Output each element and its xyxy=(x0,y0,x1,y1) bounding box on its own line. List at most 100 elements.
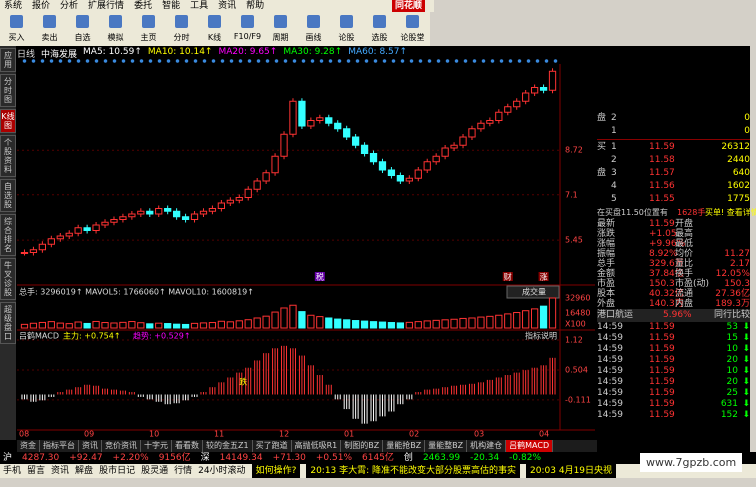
footer-item[interactable]: 留言 xyxy=(27,466,46,476)
x-label: 08 xyxy=(19,430,29,439)
news-item[interactable]: 如何操作? xyxy=(251,464,301,478)
news-item[interactable]: 20:03 4月19日央视 xyxy=(526,464,617,478)
volume-button: 成交量 xyxy=(522,287,546,297)
candle xyxy=(271,155,279,174)
tool-button[interactable]: 画线 xyxy=(297,12,330,46)
stat-row: 最新 11.59 开盘 xyxy=(597,219,750,229)
volume-bar xyxy=(450,318,458,329)
indicator-tab[interactable]: 看看数 xyxy=(172,440,203,452)
candle xyxy=(155,208,163,215)
indicator-tab[interactable]: 指标平台 xyxy=(40,440,79,452)
tool-button[interactable]: 分时 xyxy=(165,12,198,46)
tool-button[interactable]: 选股 xyxy=(363,12,396,46)
indicator-tab[interactable]: 吕鹤MACD xyxy=(506,440,554,452)
menu-item[interactable]: 系统 xyxy=(4,1,23,11)
news-item[interactable]: 20:13 李大霄: 降准不能改变大部分股票高估的事实 xyxy=(306,464,521,478)
tool-button[interactable]: 卖出 xyxy=(33,12,66,46)
candle xyxy=(217,202,226,209)
sector-change: 5.96% xyxy=(663,310,692,320)
marker-box xyxy=(314,272,325,281)
footer-item[interactable]: 股灵通 xyxy=(141,466,169,476)
trade-price: 11.59 xyxy=(649,355,675,365)
trade-row: 14:59 11.59 20 ⬇ xyxy=(597,355,750,366)
stat-row: 股本 40.32亿 流通 27.36亿 xyxy=(597,289,750,299)
stat-row: 振幅 8.92% 均价 11.27 xyxy=(597,249,750,259)
volume-bar xyxy=(378,321,387,329)
tool-button[interactable]: 周期 xyxy=(264,12,297,46)
volume-bar xyxy=(387,322,396,329)
footer-item[interactable]: 解盘 xyxy=(75,466,94,476)
menu-item[interactable]: 智能 xyxy=(162,1,181,11)
indicator-tab[interactable]: 竞价资讯 xyxy=(102,440,141,452)
volume-bar xyxy=(334,318,342,329)
indicator-tab[interactable]: 量能抢BZ xyxy=(383,440,426,452)
trade-volume: 10 xyxy=(726,344,738,354)
menu-item[interactable]: 资讯 xyxy=(218,1,237,11)
tool-button[interactable]: 模拟 xyxy=(99,12,132,46)
volume: 1602 xyxy=(727,181,750,191)
marker: 涨 xyxy=(540,272,548,282)
side-tab[interactable]: 个股资料 xyxy=(0,135,16,177)
tool-button[interactable]: 自选 xyxy=(66,12,99,46)
ma-label: MA60: 8.57↑ xyxy=(348,47,408,57)
menu-item[interactable]: 帮助 xyxy=(246,1,265,11)
candle xyxy=(199,210,208,215)
trade-row: 14:59 11.59 152 ⬇ xyxy=(597,410,750,421)
menu-item[interactable]: 委托 xyxy=(134,1,153,11)
indicator-tab[interactable]: 买了跑道 xyxy=(253,440,292,452)
footer-item[interactable]: 资讯 xyxy=(51,466,70,476)
side-tab[interactable]: 牛叉诊股 xyxy=(0,258,16,300)
tool-button[interactable]: F10/F9 xyxy=(231,12,264,46)
menu-item[interactable]: 报价 xyxy=(32,1,51,11)
side-tab[interactable]: 自选股 xyxy=(0,179,16,212)
tool-button[interactable]: 主页 xyxy=(132,12,165,46)
volume-bar xyxy=(253,317,261,329)
tool-button[interactable]: 买入 xyxy=(0,12,33,46)
menu-item[interactable]: 工具 xyxy=(190,1,209,11)
indicator-tab[interactable]: 资金 xyxy=(17,440,40,452)
indicator-tab[interactable]: 量能整BZ xyxy=(425,440,468,452)
footer-item[interactable]: 股市日记 xyxy=(99,466,136,476)
index-field: -20.34 xyxy=(470,453,500,463)
menu-item[interactable]: 分析 xyxy=(60,1,79,11)
side-tab[interactable]: K线图 xyxy=(0,109,16,133)
footer-item[interactable]: 24小时滚动 xyxy=(198,466,246,476)
candle xyxy=(172,210,181,218)
volume-bar xyxy=(56,322,64,329)
side-tab[interactable]: 应用 xyxy=(0,48,16,72)
trade-price: 11.59 xyxy=(649,333,675,343)
notice-link[interactable]: 买单! 查看详情 xyxy=(705,208,756,217)
indicator-tab[interactable]: 机构建仓 xyxy=(467,440,507,452)
menu-item[interactable]: 扩展行情 xyxy=(88,1,125,11)
candle xyxy=(38,243,47,251)
tool-button[interactable]: 论股 xyxy=(330,12,363,46)
volume-bar xyxy=(423,320,431,329)
trade-volume: 53 xyxy=(726,322,738,332)
side-tab[interactable]: 超级盘口 xyxy=(0,302,16,344)
volume-bar xyxy=(477,316,485,329)
indicator-tab[interactable]: 制图的BZ xyxy=(341,440,384,452)
price: 11.57 xyxy=(649,168,675,178)
indicator-tab[interactable]: 高抛低吸R1 xyxy=(292,440,342,452)
sector-link[interactable]: 同行比较 xyxy=(713,310,750,320)
index-field: +92.47 xyxy=(69,453,103,463)
candle xyxy=(128,213,136,218)
footer-item[interactable]: 行情 xyxy=(174,466,193,476)
stat-value: 8.92% xyxy=(649,249,678,259)
side-tab[interactable]: 综合排名 xyxy=(0,214,16,256)
stat-label: 总手 xyxy=(597,259,616,269)
side-tab[interactable]: 分时图 xyxy=(0,74,16,107)
trade-time: 14:59 xyxy=(597,388,623,398)
tool-button[interactable]: 论股堂 xyxy=(396,12,429,46)
indicator-tab[interactable]: 十字元 xyxy=(141,440,172,452)
footer-item[interactable]: 手机 xyxy=(3,466,22,476)
stat-label: 外盘 xyxy=(597,299,616,309)
trade-price: 11.59 xyxy=(649,388,675,398)
indicator-tab[interactable]: 资讯 xyxy=(79,440,102,452)
volume-bar xyxy=(92,320,100,329)
tool-button[interactable]: K线 xyxy=(198,12,231,46)
bid-row: 4 11.56 1602 xyxy=(597,180,750,193)
indicator-tab[interactable]: 较的金五Z1 xyxy=(203,440,253,452)
marker: 税 xyxy=(316,272,324,282)
price: 11.59 xyxy=(649,142,675,152)
